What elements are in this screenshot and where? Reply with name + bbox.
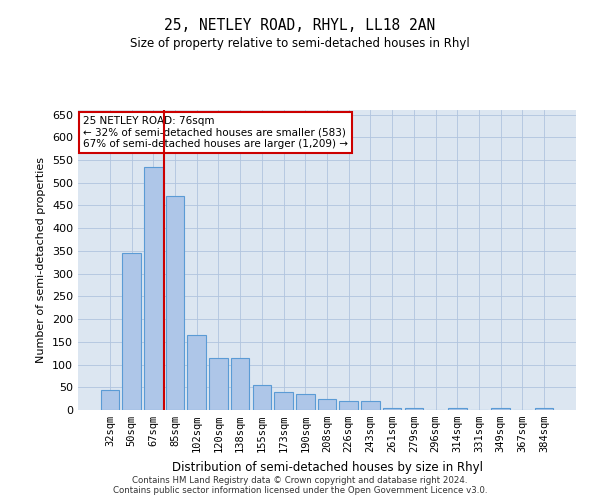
Bar [166,196,184,410]
Bar [448,408,467,410]
Text: 25, NETLEY ROAD, RHYL, LL18 2AN: 25, NETLEY ROAD, RHYL, LL18 2AN [164,18,436,32]
Bar [404,408,423,410]
Bar [209,358,227,410]
Bar [253,385,271,410]
Bar [274,392,293,410]
Bar [383,408,401,410]
X-axis label: Distribution of semi-detached houses by size in Rhyl: Distribution of semi-detached houses by … [172,460,482,473]
Bar [318,398,336,410]
Bar [361,401,380,410]
Bar [122,253,141,410]
Bar [101,390,119,410]
Y-axis label: Number of semi-detached properties: Number of semi-detached properties [37,157,46,363]
Bar [296,394,314,410]
Bar [340,401,358,410]
Text: 25 NETLEY ROAD: 76sqm
← 32% of semi-detached houses are smaller (583)
67% of sem: 25 NETLEY ROAD: 76sqm ← 32% of semi-deta… [83,116,348,149]
Bar [535,408,553,410]
Bar [144,167,163,410]
Bar [187,335,206,410]
Text: Size of property relative to semi-detached houses in Rhyl: Size of property relative to semi-detach… [130,38,470,51]
Text: Contains HM Land Registry data © Crown copyright and database right 2024.
Contai: Contains HM Land Registry data © Crown c… [113,476,487,495]
Bar [491,408,510,410]
Bar [231,358,250,410]
